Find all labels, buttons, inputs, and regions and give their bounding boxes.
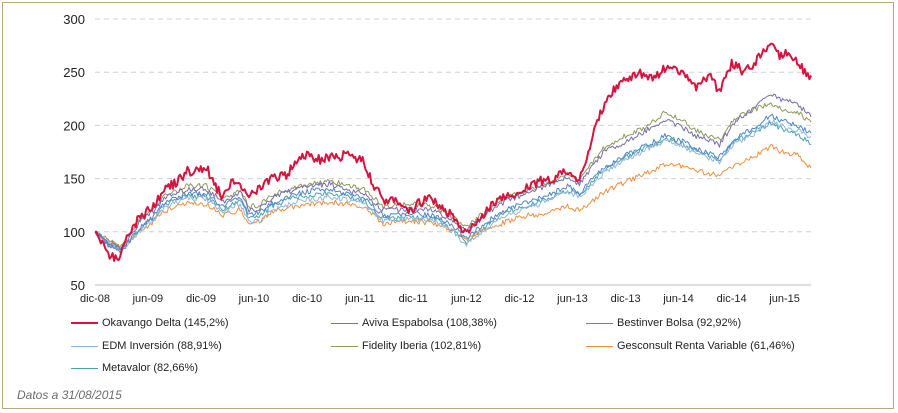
x-tick-label: dic-08 <box>80 293 110 305</box>
legend-item-okavango: Okavango Delta (145,2%) <box>71 317 229 329</box>
x-tick-label: jun-09 <box>132 293 164 305</box>
legend-label-fidelity: Fidelity Iberia (102,81%) <box>362 340 482 352</box>
x-tick-label: jun-12 <box>450 293 482 305</box>
series-line-5 <box>94 144 812 251</box>
series-line-4 <box>94 102 812 249</box>
series-line-2 <box>94 113 812 256</box>
legend-swatch-bestinver <box>586 322 613 324</box>
legend-swatch-aviva <box>331 322 358 324</box>
data-date-note: Datos a 31/08/2015 <box>17 388 122 402</box>
x-tick-label: jun-15 <box>768 293 800 305</box>
legend-label-bestinver: Bestinver Bolsa (92,92%) <box>617 317 742 329</box>
x-tick-label: jun-14 <box>662 293 694 305</box>
y-tick-label: 250 <box>63 65 85 80</box>
legend-label-edm: EDM Inversión (88,91%) <box>102 340 222 352</box>
legend-swatch-okavango <box>71 322 98 324</box>
x-tick-label: jun-10 <box>238 293 270 305</box>
legend-item-edm: EDM Inversión (88,91%) <box>71 340 222 352</box>
y-tick-label: 200 <box>63 118 85 133</box>
legend-label-metavalor: Metavalor (82,66%) <box>102 362 198 374</box>
legend-swatch-fidelity <box>331 345 358 347</box>
x-tick-label: dic-10 <box>292 293 322 305</box>
y-tick-label: 300 <box>63 12 85 27</box>
legend-label-aviva: Aviva Espabolsa (108,38%) <box>362 317 497 329</box>
legend-swatch-edm <box>71 345 98 347</box>
x-tick-label: dic-13 <box>611 293 641 305</box>
y-tick-label: 150 <box>63 172 85 187</box>
legend-item-metavalor: Metavalor (82,66%) <box>71 362 198 374</box>
series-line-0 <box>94 42 812 262</box>
x-tick-label: dic-09 <box>186 293 216 305</box>
legend-item-aviva: Aviva Espabolsa (108,38%) <box>331 317 497 329</box>
y-tick-label: 50 <box>71 278 85 293</box>
x-tick-label: dic-14 <box>717 293 747 305</box>
legend-item-gesconsult: Gesconsult Renta Variable (61,46%) <box>586 340 795 352</box>
x-tick-label: jun-11 <box>344 293 375 305</box>
legend-swatch-gesconsult <box>586 345 613 347</box>
legend-item-bestinver: Bestinver Bolsa (92,92%) <box>586 317 741 329</box>
legend-swatch-metavalor <box>71 367 98 369</box>
chart-frame: 50 100 150 200 250 300 dic-08 jun-09 dic-09 jun-1… <box>2 2 894 409</box>
x-tick-label: jun-13 <box>556 293 588 305</box>
legend-item-fidelity: Fidelity Iberia (102,81%) <box>331 340 481 352</box>
y-tick-label: 100 <box>63 225 85 240</box>
series-line-1 <box>94 93 812 251</box>
series-line-3 <box>94 119 812 251</box>
x-tick-label: dic-11 <box>399 293 428 305</box>
x-tick-label: dic-12 <box>505 293 535 305</box>
legend-label-gesconsult: Gesconsult Renta Variable (61,46%) <box>617 340 795 352</box>
legend-label-okavango: Okavango Delta (145,2%) <box>102 317 229 329</box>
performance-line-chart: 50 100 150 200 250 300 dic-08 jun-09 dic-09 jun-1… <box>63 12 812 305</box>
